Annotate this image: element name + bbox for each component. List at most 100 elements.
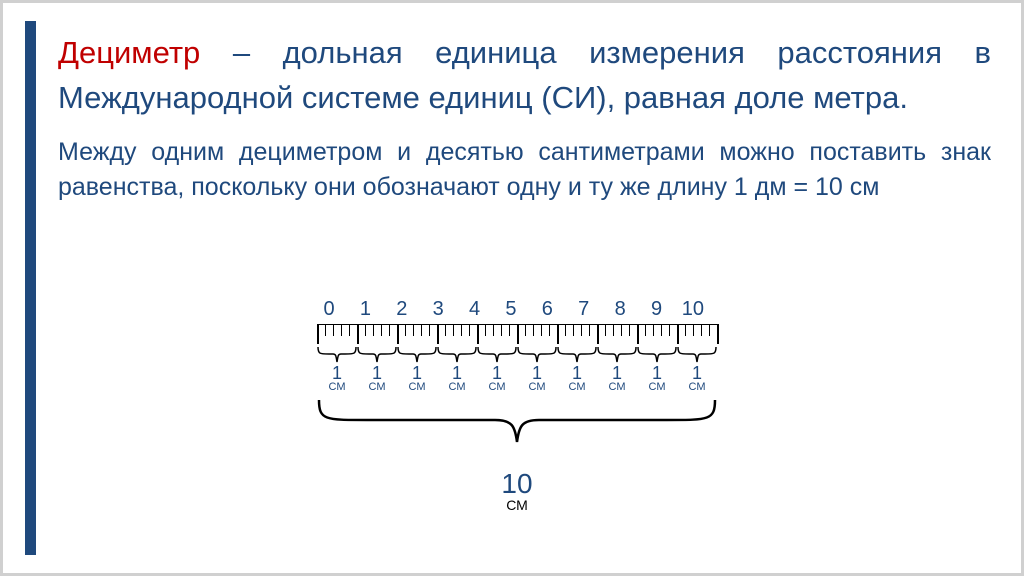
tick-major — [637, 324, 639, 344]
cm-label: 1СМ — [557, 364, 597, 393]
cm-label: 1СМ — [357, 364, 397, 393]
cm-num: 1 — [357, 364, 397, 382]
tick-minor — [645, 324, 646, 336]
cm-unit: СМ — [437, 382, 477, 393]
tick-minor — [661, 324, 662, 336]
cm-num: 1 — [517, 364, 557, 382]
tick-minor — [549, 324, 550, 336]
total-num: 10 — [317, 470, 717, 498]
tick-minor — [453, 324, 454, 336]
tick-label: 10 — [675, 298, 711, 321]
tick-minor — [541, 324, 542, 336]
cm-unit: СМ — [677, 382, 717, 393]
definition-paragraph: Дециметр – дольная единица измерения рас… — [58, 31, 991, 121]
tick-label: 8 — [602, 298, 638, 321]
tick-minor — [485, 324, 486, 336]
cm-brace — [397, 346, 437, 364]
tick-minor — [701, 324, 702, 336]
tick-minor — [333, 324, 334, 336]
tick-minor — [421, 324, 422, 336]
ruler — [317, 324, 717, 344]
cm-brace — [317, 346, 357, 364]
cm-num: 1 — [597, 364, 637, 382]
cm-unit: СМ — [317, 382, 357, 393]
tick-major — [437, 324, 439, 344]
tick-major — [717, 324, 719, 344]
cm-brace — [357, 346, 397, 364]
cm-brace — [677, 346, 717, 364]
tick-major — [557, 324, 559, 344]
tick-label: 5 — [493, 298, 529, 321]
cm-unit: СМ — [397, 382, 437, 393]
tick-label: 2 — [384, 298, 420, 321]
cm-unit: СМ — [597, 382, 637, 393]
cm-unit: СМ — [357, 382, 397, 393]
cm-unit: СМ — [477, 382, 517, 393]
cm-label: 1СМ — [477, 364, 517, 393]
tick-minor — [581, 324, 582, 336]
cm-brace — [557, 346, 597, 364]
ruler-tick-labels: 012345678910 — [311, 298, 711, 321]
tick-minor — [629, 324, 630, 336]
tick-label: 4 — [457, 298, 493, 321]
cm-brace — [437, 346, 477, 364]
tick-minor — [469, 324, 470, 336]
content-area: Дециметр – дольная единица измерения рас… — [58, 31, 991, 206]
cm-label: 1СМ — [517, 364, 557, 393]
tick-minor — [509, 324, 510, 336]
tick-minor — [685, 324, 686, 336]
tick-minor — [365, 324, 366, 336]
cm-num: 1 — [437, 364, 477, 382]
equivalence-paragraph: Между одним дециметром и десятью сантиме… — [58, 135, 991, 206]
tick-minor — [605, 324, 606, 336]
cm-label: 1СМ — [677, 364, 717, 393]
cm-unit: СМ — [557, 382, 597, 393]
term-decimeter: Дециметр — [58, 35, 200, 70]
tick-minor — [533, 324, 534, 336]
tick-minor — [573, 324, 574, 336]
tick-major — [517, 324, 519, 344]
cm-unit: СМ — [637, 382, 677, 393]
cm-label: 1СМ — [317, 364, 357, 393]
tick-minor — [613, 324, 614, 336]
tick-minor — [413, 324, 414, 336]
cm-num: 1 — [397, 364, 437, 382]
tick-minor — [621, 324, 622, 336]
total-brace — [317, 398, 717, 468]
tick-minor — [653, 324, 654, 336]
tick-minor — [389, 324, 390, 336]
cm-num: 1 — [557, 364, 597, 382]
tick-minor — [373, 324, 374, 336]
slide: Дециметр – дольная единица измерения рас… — [0, 0, 1024, 576]
cm-num: 1 — [637, 364, 677, 382]
tick-label: 9 — [639, 298, 675, 321]
tick-label: 3 — [420, 298, 456, 321]
tick-minor — [341, 324, 342, 336]
cm-label: 1СМ — [437, 364, 477, 393]
cm-label: 1СМ — [637, 364, 677, 393]
tick-major — [397, 324, 399, 344]
tick-major — [357, 324, 359, 344]
tick-minor — [669, 324, 670, 336]
tick-minor — [381, 324, 382, 336]
tick-label: 6 — [529, 298, 565, 321]
tick-minor — [693, 324, 694, 336]
cm-brace — [637, 346, 677, 364]
cm-brace — [597, 346, 637, 364]
tick-minor — [445, 324, 446, 336]
accent-bar — [25, 21, 36, 555]
tick-minor — [493, 324, 494, 336]
cm-unit: СМ — [517, 382, 557, 393]
cm-label: 1СМ — [597, 364, 637, 393]
tick-minor — [325, 324, 326, 336]
tick-major — [677, 324, 679, 344]
tick-label: 7 — [566, 298, 602, 321]
tick-major — [317, 324, 319, 344]
cm-num: 1 — [677, 364, 717, 382]
tick-minor — [565, 324, 566, 336]
tick-minor — [429, 324, 430, 336]
tick-minor — [709, 324, 710, 336]
tick-minor — [461, 324, 462, 336]
cm-num: 1 — [477, 364, 517, 382]
tick-minor — [349, 324, 350, 336]
